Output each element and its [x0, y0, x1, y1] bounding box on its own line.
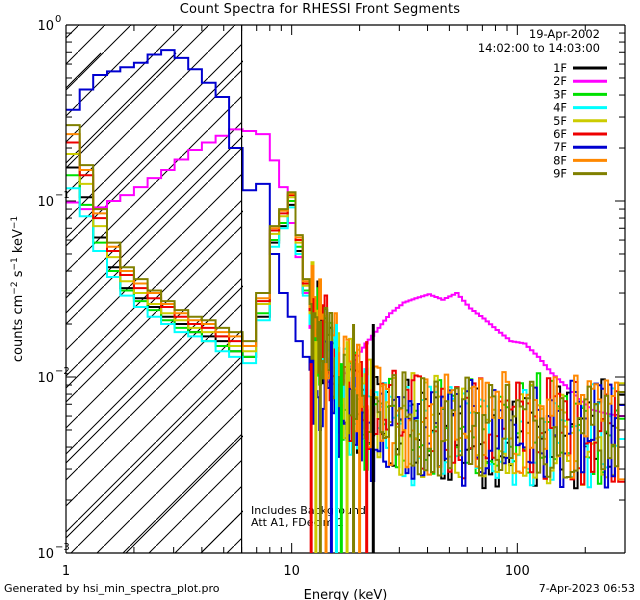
x-tick-label: 100 — [505, 564, 530, 579]
svg-text:10: 10 — [37, 547, 54, 562]
series-line-8f — [66, 133, 625, 481]
x-axis-label-text: Energy (keV) — [304, 588, 388, 600]
legend-item-label: 2F — [553, 74, 567, 88]
y-tick-label: 10 −1 — [37, 190, 69, 210]
legend-item-9f[interactable]: 9F — [553, 167, 607, 181]
svg-text:10: 10 — [37, 19, 54, 34]
y-axis-label-text: counts cm−2 s−1 keV−1 — [10, 216, 26, 362]
svg-text:0: 0 — [55, 14, 61, 25]
legend-item-6f[interactable]: 6F — [553, 127, 607, 141]
legend-item-label: 4F — [553, 101, 567, 115]
legend-item-label: 8F — [553, 153, 567, 167]
legend-item-1f[interactable]: 1F — [553, 61, 607, 75]
legend-item-label: 6F — [553, 127, 567, 141]
legend-item-label: 5F — [553, 114, 567, 128]
legend-date-text: 19-Apr-2002 — [529, 27, 600, 41]
axes-frame — [65, 24, 626, 554]
legend-item-label: 3F — [553, 87, 567, 101]
y-tick-label: 10 −2 — [37, 366, 69, 386]
legend-item-label: 9F — [553, 167, 567, 181]
series-line-5f — [66, 153, 625, 486]
y-tick-label: 10 −3 — [37, 542, 69, 562]
legend-item-4f[interactable]: 4F — [553, 101, 607, 115]
hatch-fill — [66, 25, 242, 553]
series-line-2f — [66, 128, 625, 417]
y-tick-label: 10 0 — [37, 14, 61, 34]
x-tick-label: 10 — [283, 564, 300, 579]
legend-item-3f[interactable]: 3F — [553, 87, 607, 101]
hatched-region — [66, 25, 626, 553]
timestamp-label: 7-Apr-2023 06:53 — [538, 582, 635, 595]
data-series-layer — [66, 49, 625, 490]
svg-text:−1: −1 — [55, 190, 70, 201]
series-line-9f — [66, 124, 625, 479]
annotation-overlap-spikes — [309, 324, 375, 553]
svg-text:10: 10 — [37, 195, 54, 210]
legend-item-5f[interactable]: 5F — [553, 114, 607, 128]
svg-text:10: 10 — [37, 371, 54, 386]
legend-item-8f[interactable]: 8F — [553, 153, 607, 167]
svg-text:−3: −3 — [55, 542, 70, 553]
svg-text:counts cm−2 s−1 keV−1: counts cm−2 s−1 keV−1 — [10, 216, 26, 362]
generated-by-label: Generated by hsi_min_spectra_plot.pro — [4, 582, 220, 595]
legend-time-range-text: 14:02:00 to 14:03:00 — [478, 41, 600, 55]
legend-item-label: 1F — [553, 61, 567, 75]
legend-item-2f[interactable]: 2F — [553, 74, 607, 88]
legend-item-label: 7F — [553, 140, 567, 154]
page-title: Count Spectra for RHESSI Front Segments — [179, 2, 461, 17]
x-tick-label: 1 — [62, 564, 70, 579]
legend-item-7f[interactable]: 7F — [553, 140, 607, 154]
svg-text:−2: −2 — [55, 366, 70, 377]
